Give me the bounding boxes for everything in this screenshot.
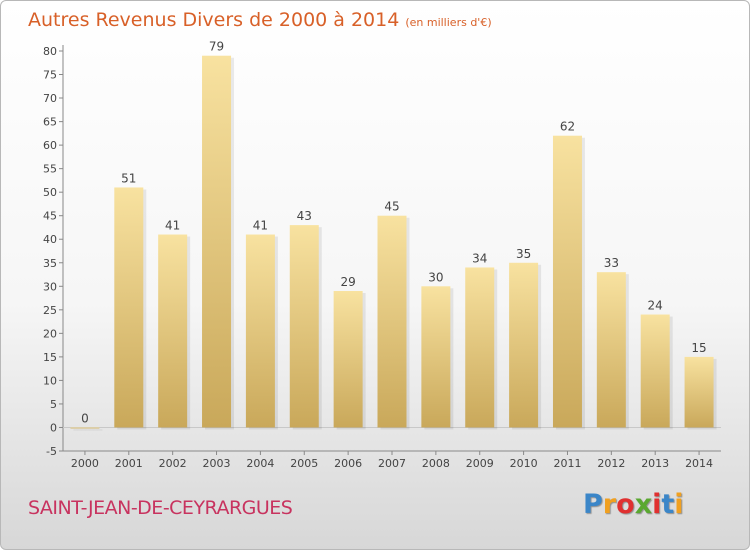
proxiti-logo[interactable]: Proxiti — [583, 489, 684, 520]
y-tick-label: 70 — [43, 92, 57, 105]
data-label-2005: 43 — [297, 209, 312, 223]
bar-2014 — [684, 356, 714, 428]
bar-shadow — [73, 429, 103, 431]
bar-2007 — [377, 215, 407, 428]
bar-2008 — [421, 286, 451, 428]
x-tick-label-2009: 2009 — [466, 457, 494, 470]
bar-2005 — [289, 225, 319, 428]
data-label-2006: 29 — [340, 275, 355, 289]
data-label-2012: 33 — [604, 256, 619, 270]
logo-letter: x — [634, 489, 653, 520]
y-tick-label: 0 — [50, 421, 57, 434]
data-label-2001: 51 — [121, 171, 136, 185]
bar-2009 — [465, 267, 495, 428]
x-tick-label-2002: 2002 — [159, 457, 187, 470]
chart-title-text: Autres Revenus Divers de 2000 à 2014 — [28, 9, 400, 31]
data-label-2000: 0 — [81, 411, 89, 425]
x-tick-label-2010: 2010 — [510, 457, 538, 470]
bar-2000 — [70, 427, 100, 429]
bar-2003 — [202, 55, 232, 428]
data-label-2009: 34 — [472, 251, 487, 265]
logo-letter: i — [652, 489, 662, 520]
y-tick-label: 5 — [50, 398, 57, 411]
data-label-2008: 30 — [428, 270, 443, 284]
x-tick-label-2004: 2004 — [246, 457, 274, 470]
y-tick-label: 40 — [43, 233, 57, 246]
x-tick-label-2000: 2000 — [71, 457, 99, 470]
x-tick-label-2011: 2011 — [553, 457, 581, 470]
data-label-2011: 62 — [560, 120, 575, 134]
bar-2013 — [640, 314, 670, 428]
y-tick-label: 65 — [43, 116, 57, 129]
chart-title: Autres Revenus Divers de 2000 à 2014 (en … — [28, 9, 492, 31]
x-tick-label-2008: 2008 — [422, 457, 450, 470]
bar-2010 — [509, 262, 539, 428]
bar-2001 — [114, 187, 144, 428]
logo-letter: P — [583, 489, 603, 520]
x-tick-label-2001: 2001 — [115, 457, 143, 470]
y-tick-label: 50 — [43, 186, 57, 199]
x-tick-label-2005: 2005 — [290, 457, 318, 470]
x-tick-label-2013: 2013 — [641, 457, 669, 470]
data-labels: 0 51 41 79 41 43 29 45 30 34 35 62 33 24 15 — [81, 40, 707, 426]
logo-letter: i — [674, 489, 684, 520]
y-tick-label: 10 — [43, 374, 57, 387]
data-label-2003: 79 — [209, 40, 224, 54]
y-tick-label: -5 — [46, 445, 57, 458]
logo-letter: o — [616, 489, 635, 520]
logo-letter: r — [602, 489, 617, 520]
y-tick-label: 45 — [43, 210, 57, 223]
y-tick-label: 35 — [43, 257, 57, 270]
x-tick-label-2012: 2012 — [597, 457, 625, 470]
y-tick-label: 80 — [43, 45, 57, 58]
x-tick-label-2006: 2006 — [334, 457, 362, 470]
y-tick-label: 25 — [43, 304, 57, 317]
y-tick-label: 75 — [43, 69, 57, 82]
bar-2006 — [333, 291, 363, 428]
data-label-2004: 41 — [253, 219, 268, 233]
x-tick-label-2003: 2003 — [203, 457, 231, 470]
x-tick-label-2007: 2007 — [378, 457, 406, 470]
logo-letter: t — [661, 489, 675, 520]
y-tick-label: 55 — [43, 163, 57, 176]
data-label-2013: 24 — [648, 299, 663, 313]
x-tick-label-2014: 2014 — [685, 457, 713, 470]
data-label-2007: 45 — [384, 200, 399, 214]
bar-2011 — [552, 135, 582, 428]
bar-2012 — [596, 272, 626, 428]
bar-2004 — [245, 234, 275, 428]
commune-name: SAINT-JEAN-DE-CEYRARGUES — [28, 497, 293, 519]
y-tick-label: 20 — [43, 327, 57, 340]
y-tick-label: 60 — [43, 139, 57, 152]
chart-unit: (en milliers d'€) — [405, 16, 492, 29]
bars — [70, 55, 717, 431]
y-tick-label: 30 — [43, 280, 57, 293]
data-label-2002: 41 — [165, 219, 180, 233]
data-label-2014: 15 — [691, 341, 706, 355]
data-label-2010: 35 — [516, 247, 531, 261]
y-tick-label: 15 — [43, 351, 57, 364]
bar-2002 — [158, 234, 188, 428]
